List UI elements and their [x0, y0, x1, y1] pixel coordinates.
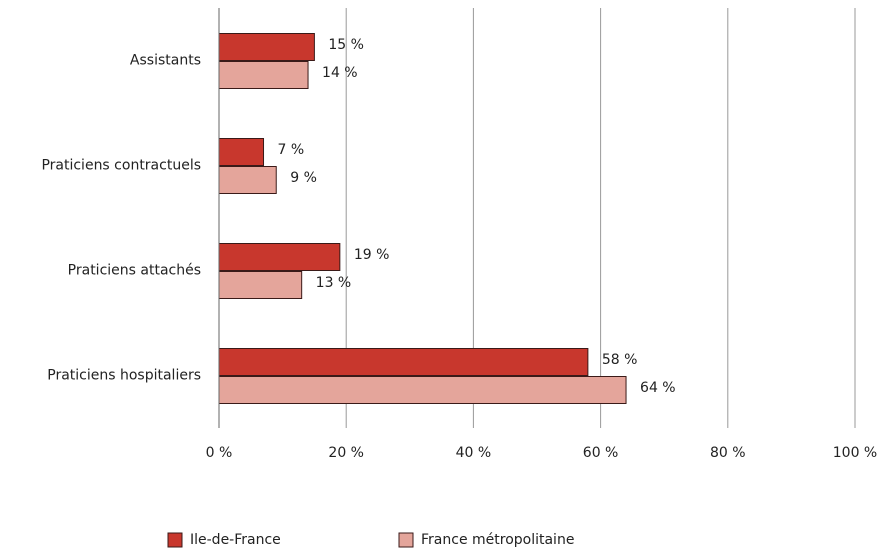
value-label: 13 %	[316, 275, 352, 291]
x-tick-label: 60 %	[583, 445, 619, 461]
x-tick-label: 80 %	[710, 445, 746, 461]
legend-label: France métropolitaine	[421, 532, 574, 548]
value-label: 15 %	[328, 37, 364, 53]
y-tick-label: Assistants	[130, 53, 201, 69]
bar	[218, 138, 265, 166]
bar	[218, 243, 341, 271]
y-tick-label: Praticiens contractuels	[41, 158, 201, 174]
legend-swatch	[167, 532, 183, 548]
value-label: 19 %	[354, 247, 390, 263]
bar	[218, 271, 303, 299]
legend-swatch	[398, 532, 414, 548]
bar	[218, 33, 315, 61]
x-tick-label: 0 %	[206, 445, 233, 461]
bar	[218, 348, 589, 376]
value-label: 64 %	[640, 380, 676, 396]
bar	[218, 61, 309, 89]
legend-label: Ile-de-France	[190, 532, 281, 548]
x-tick-label: 100 %	[833, 445, 877, 461]
x-tick-label: 40 %	[456, 445, 492, 461]
value-label: 9 %	[290, 170, 317, 186]
value-label: 7 %	[278, 142, 305, 158]
bar	[218, 376, 627, 404]
y-tick-label: Praticiens attachés	[68, 263, 201, 279]
bar	[218, 166, 277, 194]
value-label: 14 %	[322, 65, 358, 81]
x-tick-label: 20 %	[328, 445, 364, 461]
value-label: 58 %	[602, 352, 638, 368]
y-tick-label: Praticiens hospitaliers	[47, 368, 201, 384]
